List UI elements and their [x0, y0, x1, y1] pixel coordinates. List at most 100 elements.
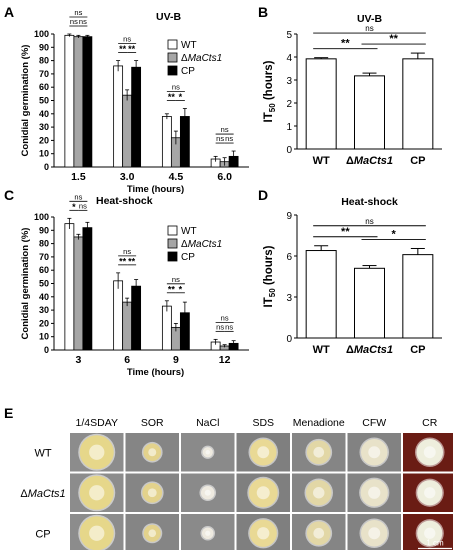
significance-label: ns — [365, 217, 373, 226]
colony-center — [89, 444, 105, 460]
significance-label: ns — [225, 134, 233, 143]
bar — [113, 280, 124, 351]
y-tick-label: 20 — [39, 135, 49, 145]
legend-label-wt: WT — [181, 226, 197, 237]
row-label: ΔMaCts1 — [20, 488, 65, 500]
chart-title: UV-B — [357, 13, 383, 25]
x-tick-label: WT — [313, 344, 330, 356]
column-label: Menadione — [293, 417, 345, 429]
colony-center — [257, 446, 270, 459]
y-tick-label: 6 — [286, 252, 292, 263]
bar — [82, 227, 93, 351]
significance-label: ** — [119, 256, 127, 266]
significance-label: ns — [172, 82, 180, 91]
y-tick-label: 80 — [39, 56, 49, 66]
column-label: 1/4SDAY — [76, 417, 118, 429]
significance-label: * — [392, 228, 397, 240]
bar — [402, 254, 434, 339]
y-tick-label: 40 — [39, 292, 49, 302]
significance-label: ns — [74, 8, 82, 17]
y-tick-label: 10 — [39, 149, 49, 159]
x-tick-label: ΔMaCts1 — [346, 344, 393, 356]
panel-label-d: D — [258, 187, 268, 203]
y-tick-label: 90 — [39, 42, 49, 52]
y-tick-label: 30 — [39, 305, 49, 315]
x-tick-label: CP — [410, 344, 425, 356]
column-label: SDS — [252, 417, 274, 429]
scale-bar-label: 1 cm — [426, 539, 444, 548]
bar — [64, 223, 75, 351]
significance-label: ns — [123, 35, 131, 44]
y-tick-label: 70 — [39, 69, 49, 79]
y-tick-label: 0 — [286, 334, 292, 345]
panel-label-c: C — [4, 187, 14, 203]
colony-center — [256, 486, 270, 500]
y-tick-label: 0 — [44, 345, 49, 355]
significance-label: ** — [128, 44, 136, 54]
colony-center — [89, 485, 105, 501]
legend-swatch — [167, 65, 178, 76]
y-tick-label: 10 — [39, 332, 49, 342]
column-label: CR — [422, 417, 438, 429]
x-axis-label: Time (hours) — [127, 367, 184, 378]
bar — [161, 116, 172, 168]
significance-label: ns — [216, 322, 224, 331]
colony-center — [89, 525, 105, 541]
chart-title: UV-B — [156, 11, 182, 23]
significance-label: ns — [79, 17, 87, 26]
significance-label: ns — [216, 134, 224, 143]
colony-center — [313, 527, 325, 539]
bar — [161, 305, 172, 351]
x-tick-label: WT — [313, 155, 330, 167]
legend-swatch — [167, 225, 178, 236]
colony-center — [313, 446, 325, 458]
y-tick-label: 1 — [286, 122, 292, 133]
significance-label: ** — [389, 33, 398, 45]
x-tick-label: ΔMaCts1 — [346, 155, 393, 167]
y-axis-label: Conidial germination (%) — [20, 45, 31, 157]
y-tick-label: 70 — [39, 252, 49, 262]
legend-label-cp: CP — [181, 66, 195, 77]
legend-swatch — [167, 52, 178, 63]
bar — [131, 66, 142, 168]
y-axis-label: IT50 (hours) — [263, 60, 277, 122]
column-label: SOR — [141, 417, 164, 429]
bar — [64, 34, 75, 168]
bar — [82, 36, 93, 168]
x-tick-label: 12 — [219, 354, 231, 366]
x-tick-label: 1.5 — [71, 171, 86, 183]
colony-center — [368, 446, 381, 459]
y-tick-label: 3 — [286, 76, 292, 87]
chart-title: Heat-shock — [96, 195, 153, 207]
chart-title: Heat-shock — [341, 196, 398, 208]
x-axis-label: Time (hours) — [127, 184, 184, 195]
colony-center — [204, 489, 211, 496]
significance-label: * — [72, 202, 76, 212]
chart-uvb-it50: 0 1 2 3 4 5 IT50 (hours) UV-B WT ΔMaCts1 CP ** ** ns — [263, 13, 442, 167]
y-tick-label: 100 — [34, 29, 49, 39]
significance-label: ns — [74, 192, 82, 201]
panel-label-b: B — [258, 4, 268, 20]
bar — [305, 58, 337, 150]
y-tick-label: 4 — [286, 53, 292, 64]
colony-center — [368, 486, 381, 499]
y-tick-label: 40 — [39, 109, 49, 119]
colony-center — [368, 527, 381, 540]
x-tick-label: 9 — [173, 354, 179, 366]
colony-center — [148, 448, 157, 457]
significance-label: ** — [128, 256, 136, 266]
y-tick-label: 0 — [44, 162, 49, 172]
significance-label: ** — [341, 38, 350, 50]
bar — [131, 285, 142, 351]
y-tick-label: 30 — [39, 122, 49, 132]
significance-label: ns — [221, 313, 229, 322]
significance-label: ** — [119, 44, 127, 54]
bar — [113, 65, 124, 168]
y-axis-label: IT50 (hours) — [263, 245, 277, 307]
significance-label: ns — [225, 322, 233, 331]
y-tick-label: 50 — [39, 96, 49, 106]
significance-label: ns — [221, 125, 229, 134]
panel-label-e: E — [4, 405, 13, 421]
